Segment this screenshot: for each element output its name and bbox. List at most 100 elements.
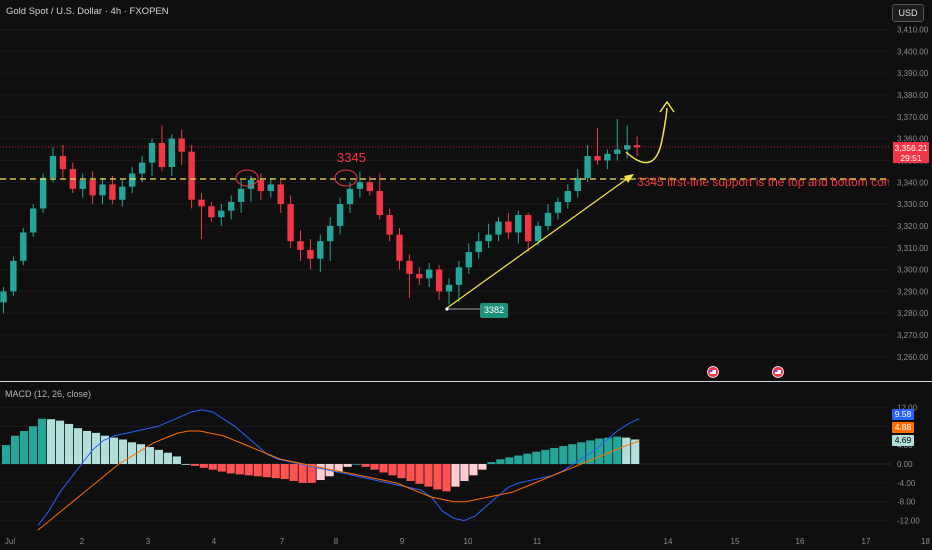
candle-body <box>485 234 492 242</box>
candle-body <box>168 138 175 167</box>
candle-body <box>208 206 215 218</box>
histogram-bar <box>568 444 577 464</box>
candle-body <box>465 252 472 268</box>
histogram-bar <box>523 453 532 464</box>
highlight-circle <box>334 169 358 187</box>
price-tick-label: 3,290.00 <box>897 287 929 296</box>
candle-body <box>624 145 631 150</box>
macd-title[interactable]: MACD (12, 26, close) <box>5 389 92 399</box>
histogram-bar <box>82 431 92 464</box>
candle-body <box>534 225 542 242</box>
histogram-bar <box>550 447 559 464</box>
histogram-bar <box>604 437 613 464</box>
price-tick-label: 3,400.00 <box>897 47 929 56</box>
histogram-bar <box>487 462 496 464</box>
histogram-bar <box>163 452 172 464</box>
candle-body <box>267 184 274 191</box>
time-tick-label: 15 <box>731 537 740 546</box>
histogram-bar <box>172 456 181 464</box>
price-tick-label: 3,280.00 <box>897 309 929 318</box>
candle-body <box>0 291 7 303</box>
time-tick-label: Jul <box>5 537 15 546</box>
candle-body <box>228 201 235 211</box>
histogram-bar <box>244 464 253 476</box>
candle-body <box>445 284 453 292</box>
time-tick-label: 16 <box>796 537 805 546</box>
histogram-bar <box>136 444 145 464</box>
histogram-bar <box>406 464 415 481</box>
low-price-label: 3382 <box>480 303 508 318</box>
histogram-bar <box>298 464 307 483</box>
histogram-value-tag: 4.69 <box>892 435 914 446</box>
currency-button[interactable]: USD <box>892 4 924 22</box>
candle-body <box>594 156 601 161</box>
histogram-bar <box>145 447 154 464</box>
price-tick-label: 3,380.00 <box>897 91 929 100</box>
level-label: 3345 <box>337 150 366 165</box>
histogram-bar <box>307 464 316 483</box>
price-tick-label: 3,340.00 <box>897 178 929 187</box>
histogram-bar <box>19 431 29 464</box>
histogram-bar <box>28 426 38 464</box>
histogram-bar <box>541 449 550 464</box>
histogram-bar <box>451 464 460 487</box>
candle-body <box>614 149 621 154</box>
histogram-bar <box>442 464 451 492</box>
symbol-title[interactable]: Gold Spot / U.S. Dollar · 4h · FXOPEN <box>6 6 169 17</box>
candle-body <box>584 156 591 178</box>
analysis-comment: 3345 first-line support is the top and b… <box>637 175 889 189</box>
projection-arrow <box>625 107 668 164</box>
price-tick-label: 3,320.00 <box>897 222 929 231</box>
candle-body <box>515 215 522 233</box>
histogram-bar <box>460 464 469 481</box>
macd-line <box>37 409 640 526</box>
histogram-bar <box>388 464 397 476</box>
price-tick-label: 3,370.00 <box>897 113 929 122</box>
time-axis[interactable]: Jul 2 3 4 7 8 9 10 11 14 15 16 17 18 <box>5 537 931 546</box>
signal-line <box>37 430 640 531</box>
candle-body <box>297 241 304 250</box>
histogram-bar <box>271 464 280 479</box>
time-tick-label: 8 <box>334 537 339 546</box>
candle-body <box>79 180 86 189</box>
candle-series <box>0 118 641 314</box>
histogram-bar <box>424 464 433 487</box>
time-tick-label: 9 <box>400 537 405 546</box>
candle-body <box>564 191 571 202</box>
price-grid <box>0 28 890 358</box>
arrow-head <box>624 174 634 183</box>
histogram-bar <box>532 451 541 464</box>
candle-body <box>426 269 433 279</box>
histogram-bar <box>109 437 119 464</box>
candle-body <box>89 180 96 196</box>
histogram-bar <box>352 464 361 465</box>
histogram-bar <box>289 464 298 481</box>
price-tick-label: 3,260.00 <box>897 353 929 362</box>
candle-body <box>633 145 641 148</box>
macd-tick-label: -4.00 <box>897 479 916 488</box>
histogram-bar <box>415 464 424 484</box>
candle-body <box>119 186 126 200</box>
candle-body <box>505 221 512 233</box>
time-tick-label: 7 <box>280 537 285 546</box>
bar-countdown: 29:51 <box>900 153 922 163</box>
candle-body <box>20 232 27 261</box>
histogram-bar <box>595 438 604 464</box>
price-axis[interactable]: 3,410.00 3,400.00 3,390.00 3,380.00 3,370.00… <box>897 25 929 361</box>
candle-body <box>317 241 324 259</box>
current-price-value: 3,356.21 <box>894 143 928 153</box>
candle-body <box>277 184 284 205</box>
histogram-bar <box>280 464 289 480</box>
signal-value-tag: 4.88 <box>892 422 914 433</box>
histogram-bar <box>253 464 262 477</box>
candle-body <box>327 225 334 242</box>
histogram-bar <box>478 464 487 470</box>
price-tick-label: 3,360.00 <box>897 135 929 144</box>
histogram-bar <box>64 423 74 464</box>
histogram-bar <box>10 435 20 464</box>
histogram-bar <box>496 459 505 464</box>
candle-body <box>406 260 413 274</box>
candle-body <box>336 204 344 226</box>
histogram-bar <box>127 442 137 464</box>
